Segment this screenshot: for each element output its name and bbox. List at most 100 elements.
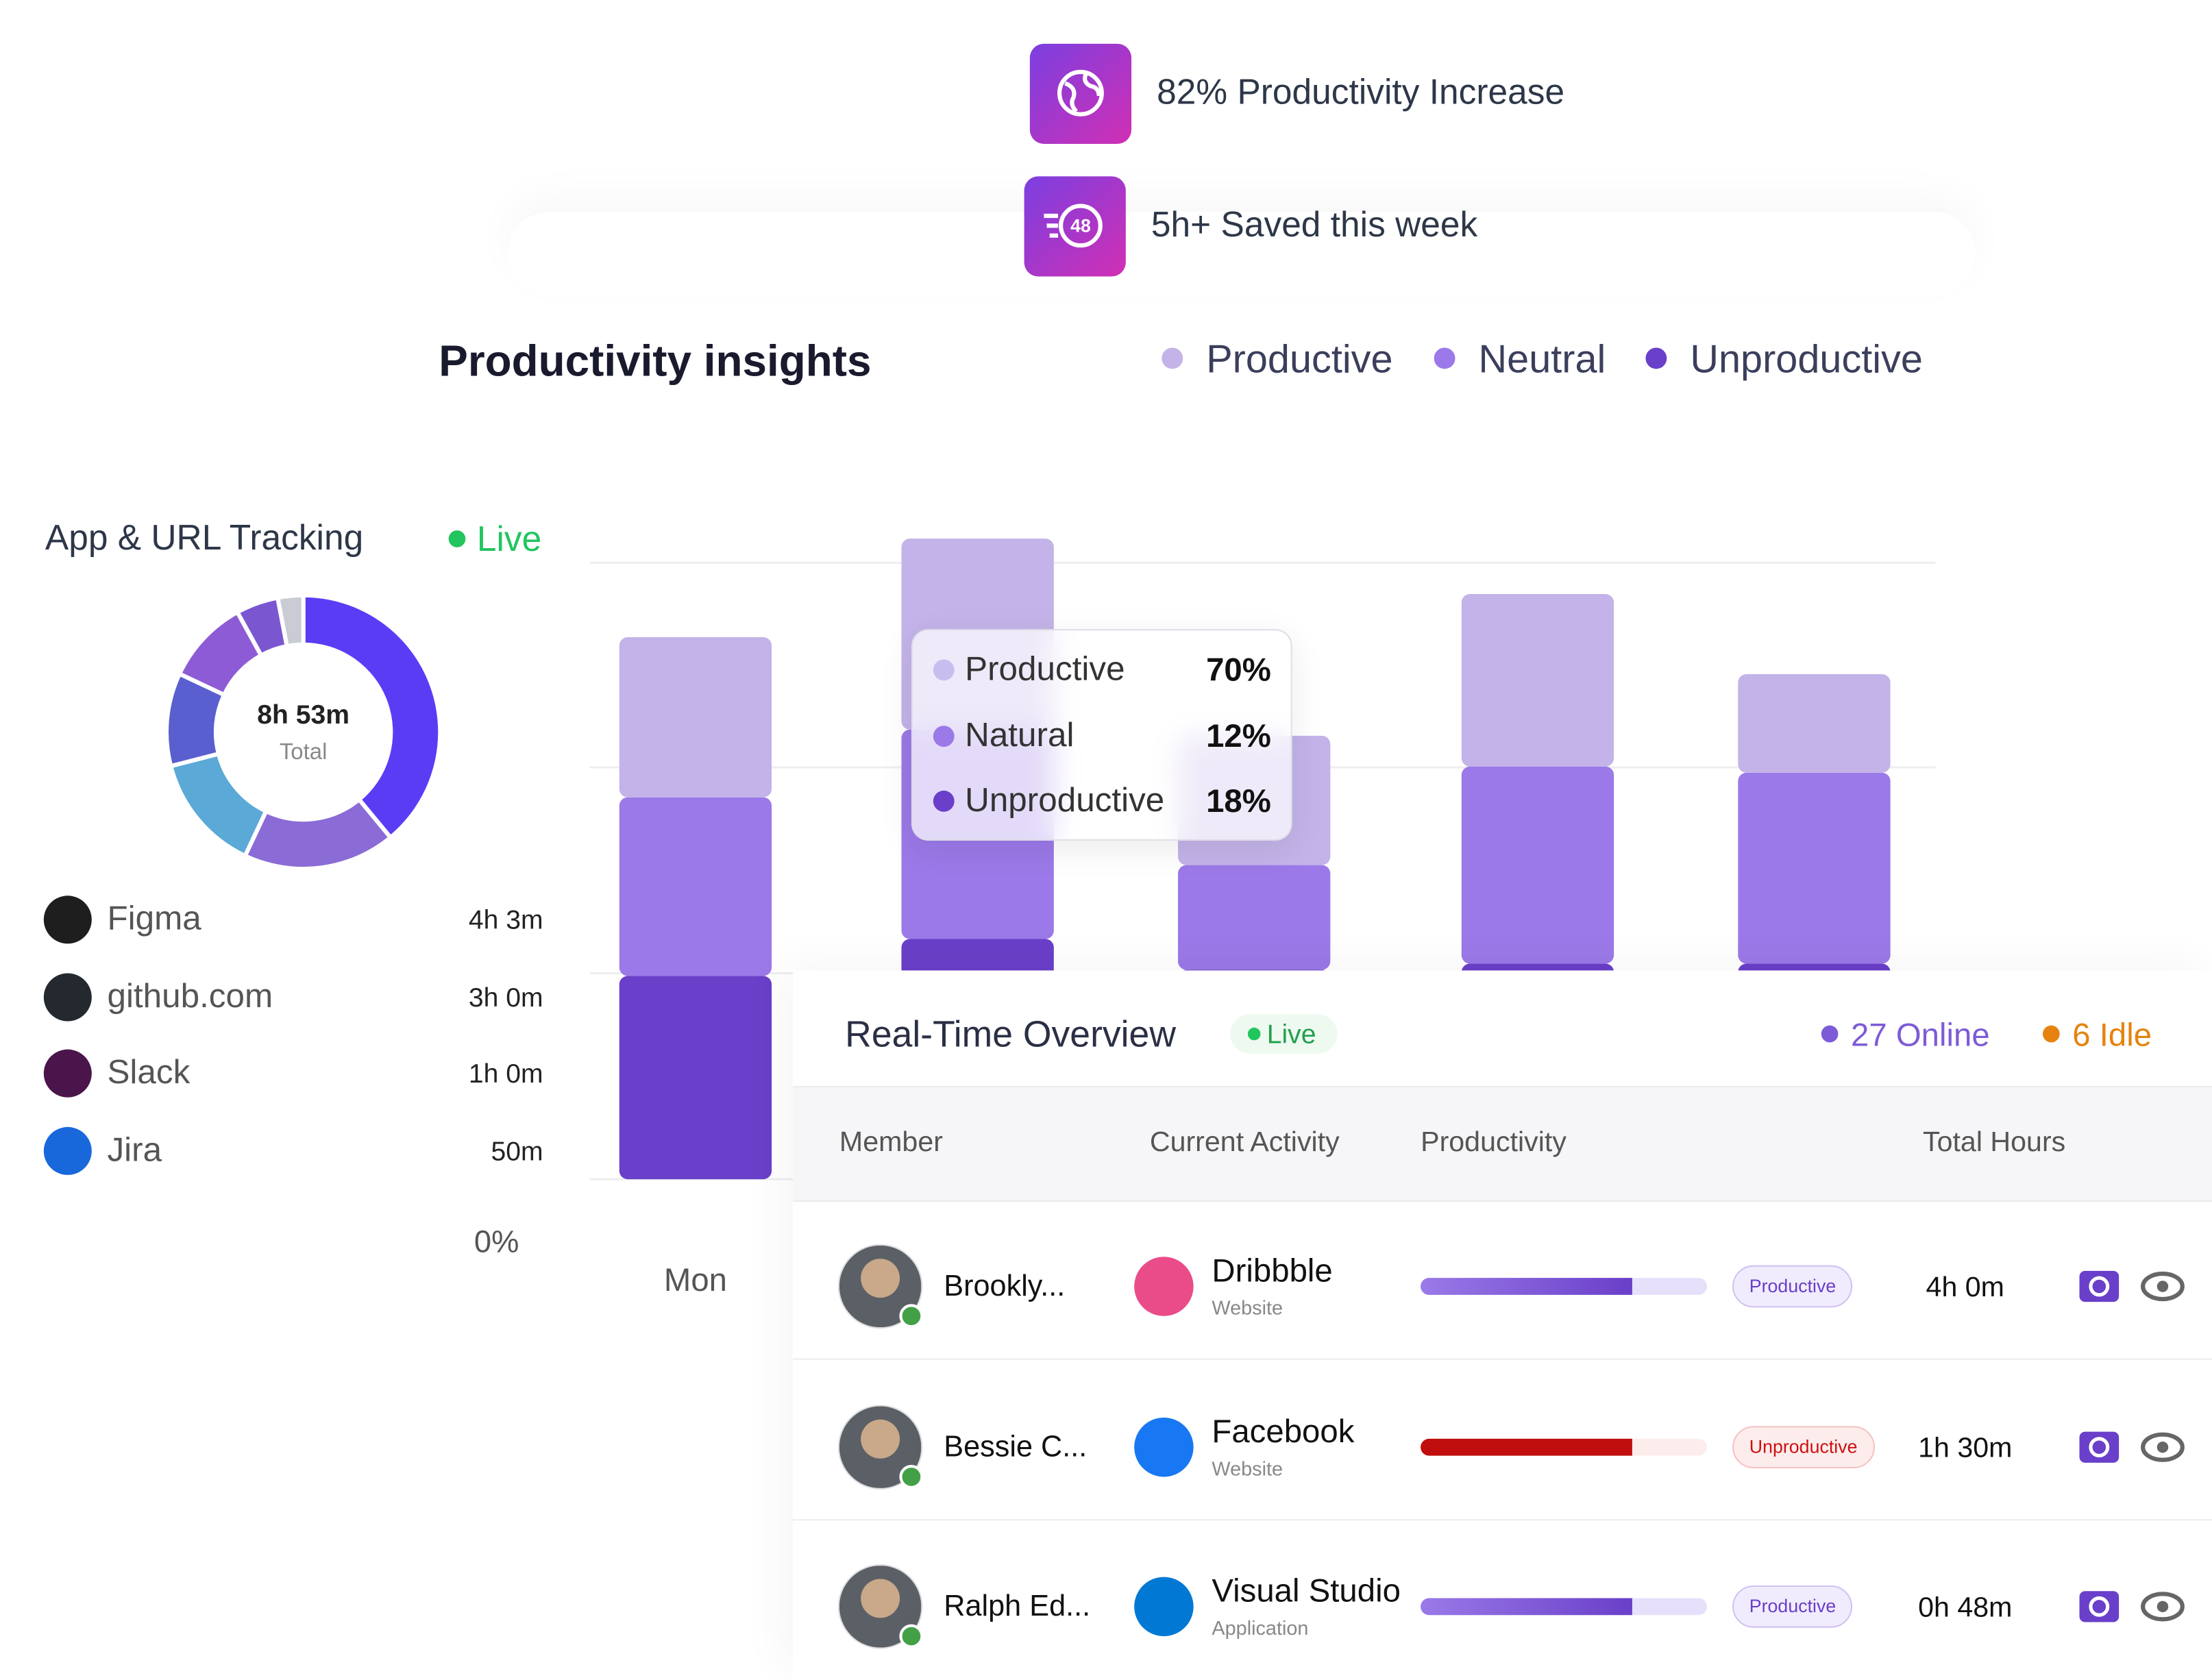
app-time: 50m <box>491 1137 543 1167</box>
eye-pupil <box>2156 1440 2169 1453</box>
eye-icon <box>2141 1431 2185 1461</box>
globe-icon <box>1057 69 1104 116</box>
donut-value: 8h 53m <box>257 700 349 730</box>
bar-segment <box>1461 594 1614 767</box>
tooltip-value: 70% <box>1206 651 1271 688</box>
eye-pupil <box>2156 1281 2169 1292</box>
donut-chart: 8h 53m Total <box>164 593 443 872</box>
tooltip-dot <box>933 659 955 681</box>
idle-count: 6 Idle <box>2072 1016 2152 1053</box>
column-header: Member <box>839 1126 943 1159</box>
app-icon <box>43 1126 92 1174</box>
progress-bar <box>1421 1598 1633 1616</box>
app-name: Slack <box>107 1053 191 1092</box>
camera-lens <box>2089 1596 2110 1617</box>
timer-icon: 48 <box>1044 203 1103 248</box>
tooltip-label: Productive <box>965 650 1125 689</box>
bar-segment <box>1738 674 1891 773</box>
total-hours: 4h 0m <box>1926 1272 2004 1304</box>
eye-icon <box>2141 1271 2185 1302</box>
legend-label: Unproductive <box>1690 337 1923 381</box>
total-hours: 0h 48m <box>1918 1592 2013 1624</box>
column-header: Total Hours <box>1923 1126 2066 1159</box>
action-icons <box>2079 1270 2185 1302</box>
online-indicator <box>899 1624 924 1648</box>
activity-type: Application <box>1212 1616 1309 1640</box>
column-header: Current Activity <box>1149 1126 1340 1159</box>
badge-icon-text: 48 <box>1070 216 1091 236</box>
app-name: github.com <box>107 976 273 1015</box>
camera-icon <box>2079 1591 2119 1622</box>
tooltip-label: Unproductive <box>965 781 1165 820</box>
action-icons <box>2079 1431 2185 1462</box>
row-divider <box>792 1358 2212 1360</box>
app-name: Figma <box>107 900 201 939</box>
section-title: Productivity insights <box>439 336 872 386</box>
app-time: 4h 3m <box>468 906 543 936</box>
bar-segment <box>619 797 772 976</box>
app-icon <box>43 1049 92 1098</box>
member-name: Brookly... <box>944 1270 1066 1303</box>
member-name: Bessie C... <box>944 1430 1087 1463</box>
activity-icon <box>1134 1257 1194 1316</box>
bar-segment <box>1461 766 1614 964</box>
donut-segment <box>275 593 306 649</box>
badge-icon <box>1029 43 1132 144</box>
activity-icon <box>1134 1577 1194 1637</box>
activity-name: Dribbble <box>1212 1252 1333 1289</box>
activity-name: Facebook <box>1212 1411 1355 1449</box>
app-icon <box>43 972 92 1021</box>
panel-title: App & URL Tracking <box>45 518 364 558</box>
y-tick-label: 0% <box>474 1224 519 1259</box>
online-count: 27 Online <box>1851 1016 1990 1053</box>
panel-title: Real-Time Overview <box>845 1013 1176 1055</box>
badge-text: 82% Productivity Increase <box>1157 73 1565 112</box>
tooltip-dot <box>933 725 955 747</box>
bar-segment <box>1178 865 1331 970</box>
progress-bar <box>1421 1437 1633 1455</box>
activity-type: Website <box>1212 1296 1283 1319</box>
online-indicator <box>899 1463 924 1488</box>
action-icons <box>2079 1591 2185 1622</box>
live-label: Live <box>476 519 542 560</box>
tooltip-value: 18% <box>1206 782 1271 819</box>
badge-icon: 48 <box>1024 176 1126 277</box>
table-header <box>792 1086 2212 1202</box>
eye-icon <box>2141 1592 2185 1622</box>
app-time: 3h 0m <box>468 983 543 1013</box>
camera-lens <box>2089 1276 2110 1297</box>
badge-text: 5h+ Saved this week <box>1151 205 1478 245</box>
tooltip: Productive 70% Natural 12% Unproductive 18% <box>911 629 1292 841</box>
donut-segment <box>168 751 269 859</box>
live-label: Live <box>1266 1020 1316 1050</box>
camera-icon <box>2079 1431 2119 1462</box>
online-dot <box>1821 1025 1839 1043</box>
donut-label: Total <box>280 739 328 764</box>
status-pill: Productive <box>1732 1585 1853 1628</box>
tooltip-value: 12% <box>1206 716 1271 754</box>
tooltip-dot <box>933 790 955 812</box>
activity-type: Website <box>1212 1456 1283 1479</box>
online-indicator <box>899 1304 924 1329</box>
status-pill: Unproductive <box>1732 1425 1875 1468</box>
legend-dot <box>1645 347 1667 369</box>
bar-segment <box>619 976 772 1180</box>
live-dot <box>1247 1027 1261 1041</box>
app-name: Jira <box>107 1131 162 1169</box>
legend-label: Neutral <box>1478 337 1606 381</box>
camera-lens <box>2089 1436 2110 1457</box>
legend-dot <box>1434 347 1455 369</box>
camera-icon <box>2079 1270 2119 1302</box>
legend-label: Productive <box>1206 337 1393 381</box>
activity-icon <box>1134 1416 1194 1477</box>
member-name: Ralph Ed... <box>944 1590 1091 1623</box>
eye-pupil <box>2156 1601 2169 1613</box>
x-tick-label: Mon <box>664 1262 727 1298</box>
live-dot <box>448 530 466 547</box>
bar-segment <box>1738 772 1891 964</box>
idle-dot <box>2042 1025 2060 1043</box>
legend-dot <box>1162 347 1183 369</box>
app-icon <box>43 895 92 944</box>
